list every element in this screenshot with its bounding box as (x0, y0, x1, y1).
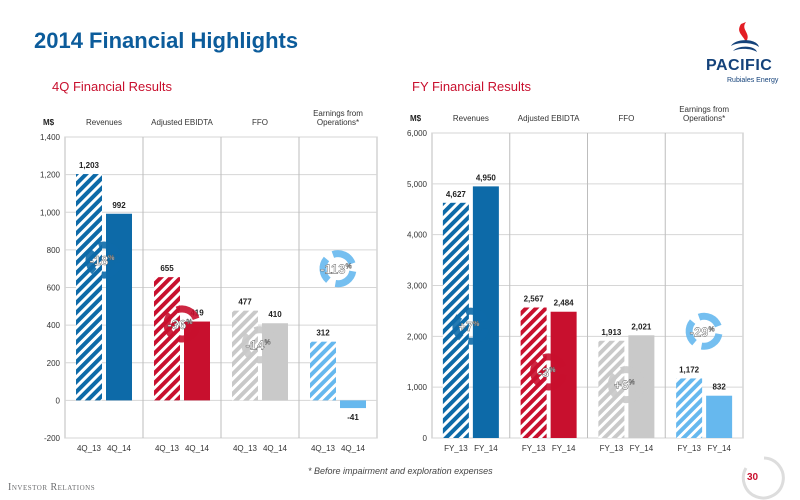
y-tick-label: 1,000 (40, 208, 61, 217)
footer-label: Investor Relations (8, 482, 96, 493)
y-tick-label: 2,000 (407, 332, 428, 341)
bar (340, 400, 366, 409)
unit-label: M$ (43, 118, 55, 127)
y-tick-label: 600 (47, 284, 61, 293)
change-percent: -113% (320, 262, 352, 277)
change-badge-icon (85, 241, 123, 279)
change-badge-icon (163, 305, 201, 343)
data-label: 1,172 (679, 365, 700, 374)
chart-0: -200 0 200 400 600 800 1,000 1,200 1,400 M$ Revenu… (40, 109, 378, 453)
logo-name: PACIFIC (706, 57, 773, 74)
y-tick-label: 800 (47, 246, 61, 255)
y-tick-label: 0 (423, 434, 428, 443)
x-tick-label: 4Q_13 (155, 444, 180, 453)
group-label: Revenues (453, 114, 489, 123)
group-label: FFO (252, 118, 268, 127)
x-tick-label: 4Q_13 (311, 444, 336, 453)
chart-title-fy: FY Financial Results (412, 79, 531, 94)
change-badge-icon (530, 353, 567, 391)
data-label: 1,203 (79, 161, 100, 170)
data-label: 477 (238, 298, 252, 307)
data-label: -41 (347, 413, 359, 422)
data-label: 2,484 (554, 299, 575, 308)
page-number: 30 (747, 472, 759, 483)
group-label: Earnings from (313, 109, 363, 118)
group-label: Revenues (86, 118, 122, 127)
y-tick-label: 1,200 (40, 171, 61, 180)
unit-label: M$ (410, 114, 422, 123)
data-label: 4,950 (476, 173, 497, 182)
x-tick-label: 4Q_14 (341, 444, 366, 453)
change-badge-icon (319, 250, 357, 288)
group-label: FFO (618, 114, 634, 123)
data-label: 410 (268, 310, 282, 319)
bar (154, 277, 180, 401)
logo-tagline: Rubiales Energy (727, 77, 779, 84)
x-tick-label: FY_13 (600, 444, 624, 453)
x-tick-label: FY_13 (444, 444, 468, 453)
data-label: 1,913 (601, 328, 622, 337)
y-tick-label: 4,000 (407, 231, 428, 240)
footnote: * Before impairment and exploration expe… (308, 466, 493, 476)
chart-1: 0 1,000 2,000 3,000 4,000 5,000 6,000 M$ Revenue… (407, 105, 744, 453)
x-tick-label: FY_13 (677, 444, 701, 453)
x-tick-label: 4Q_14 (263, 444, 288, 453)
group-label: Adjusted EBIDTA (151, 118, 213, 127)
x-tick-label: FY_13 (522, 444, 546, 453)
data-label: 419 (190, 309, 204, 318)
change-badge-icon (685, 312, 723, 350)
group-label: Earnings from (679, 105, 729, 114)
x-tick-label: 4Q_14 (185, 444, 210, 453)
page-title: 2014 Financial Highlights (34, 28, 299, 53)
x-tick-label: FY_14 (552, 444, 576, 453)
data-label: 655 (160, 264, 174, 273)
bar (76, 174, 102, 401)
y-tick-label: 0 (56, 396, 61, 405)
data-label: 992 (112, 201, 126, 210)
change-badge-icon (241, 326, 279, 364)
data-label: 832 (712, 383, 726, 392)
bar (106, 213, 132, 401)
x-tick-label: 4Q_13 (77, 444, 102, 453)
x-tick-label: FY_14 (630, 444, 654, 453)
y-tick-label: 6,000 (407, 129, 428, 138)
bar (676, 378, 703, 438)
data-label: 312 (316, 329, 330, 338)
x-tick-label: 4Q_14 (107, 444, 132, 453)
y-tick-label: -200 (44, 434, 61, 443)
bar (706, 395, 733, 438)
group-label: Operations* (683, 114, 725, 123)
chart-title-4q: 4Q Financial Results (52, 79, 172, 94)
x-tick-label: 4Q_13 (233, 444, 258, 453)
y-tick-label: 1,400 (40, 133, 61, 142)
company-logo-icon (731, 22, 759, 52)
data-label: 2,567 (524, 295, 545, 304)
bar (310, 341, 336, 401)
change-percent: -29% (690, 324, 716, 339)
group-label: Operations* (317, 118, 359, 127)
bar (628, 335, 655, 438)
y-tick-label: 3,000 (407, 282, 428, 291)
change-badge-icon (452, 307, 490, 345)
group-label: Adjusted EBIDTA (518, 114, 580, 123)
y-tick-label: 200 (47, 359, 61, 368)
page-badge-icon (741, 456, 785, 500)
x-tick-label: FY_14 (707, 444, 731, 453)
y-tick-label: 1,000 (407, 383, 428, 392)
x-tick-label: FY_14 (474, 444, 498, 453)
data-label: 2,021 (631, 322, 652, 331)
data-label: 4,627 (446, 190, 467, 199)
y-tick-label: 400 (47, 321, 61, 330)
y-tick-label: 5,000 (407, 180, 428, 189)
change-badge-icon (607, 366, 645, 404)
